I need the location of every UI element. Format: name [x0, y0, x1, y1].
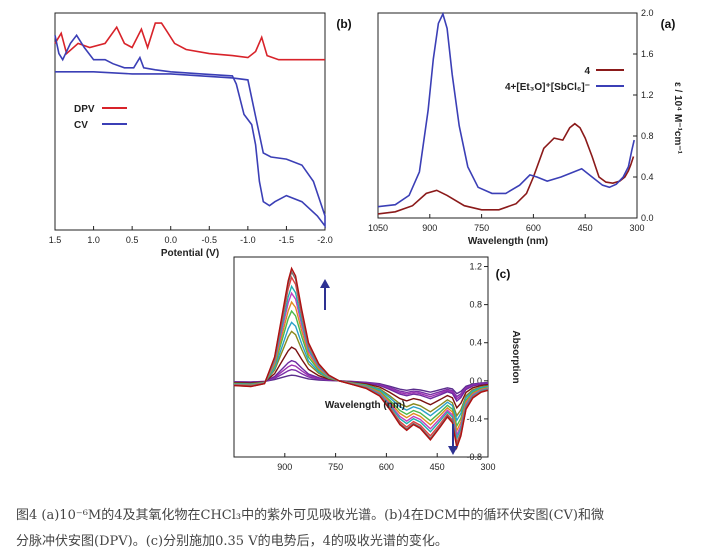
y-tick-label: 2.0: [641, 8, 654, 18]
x-tick-label: 600: [526, 223, 541, 233]
panel-a-lines: [377, 11, 635, 215]
series-line-c-2: [233, 364, 489, 400]
series-line-c-5: [233, 330, 489, 418]
legend-cv-label: CV: [74, 120, 88, 131]
panel-b-lines: [54, 22, 326, 229]
y-tick-label: 1.2: [641, 90, 654, 100]
y-tick-label: 0.4: [469, 338, 482, 348]
x-tick-label: 300: [629, 223, 644, 233]
series-line-c-6: [233, 321, 489, 423]
panel-a-ylabel: ε / 10⁴ M⁻¹cm⁻¹: [672, 82, 683, 155]
panel-a-label: (a): [661, 17, 676, 31]
x-tick-label: 450: [430, 462, 445, 472]
caption-line-2: 分脉冲伏安图(DPV)。(c)分别施加0.35 V的电势后，4的吸收光谱的变化。: [16, 534, 448, 549]
x-tick-label: 900: [422, 223, 437, 233]
panel-c-ticks: 900 750 600 450 300-0.8 -0.4 0.0 0.4 0.8 1.2: [277, 262, 495, 472]
x-tick-label: 600: [379, 462, 394, 472]
series-line-c-0: [233, 374, 489, 395]
x-tick-label: 0.5: [126, 235, 139, 245]
panel-c-xlabel: Wavelength (nm): [325, 400, 405, 411]
x-tick-label: -1.5: [279, 235, 295, 245]
series-line-c-3: [233, 359, 489, 403]
x-tick-label: 900: [277, 462, 292, 472]
series-line-c-13: [233, 266, 489, 451]
panel-c-label: (c): [496, 267, 511, 281]
figure-caption: 图4 (a)10⁻⁶M的4及其氧化物在CHCl₃中的紫外可见吸收光谱。(b)4在…: [16, 503, 706, 555]
x-tick-label: -0.5: [202, 235, 218, 245]
caption-line-1: 图4 (a)10⁻⁶M的4及其氧化物在CHCl₃中的紫外可见吸收光谱。(b)4在…: [16, 508, 604, 523]
y-tick-label: -0.8: [466, 452, 482, 462]
y-tick-label: 0.4: [641, 172, 654, 182]
panel-b-ticks: 1.5 1.0 0.5 0.0 -0.5 -1.0 -1.5 -2.0: [49, 226, 333, 245]
panel-c-lines: [233, 266, 489, 451]
x-tick-label: -1.0: [240, 235, 256, 245]
x-tick-label: 0.0: [164, 235, 177, 245]
y-tick-label: 0.0: [469, 376, 482, 386]
x-tick-label: 1.0: [87, 235, 100, 245]
panel-a-legend: 4 4+[Et₃O]⁺[SbCl₆]⁻: [505, 66, 624, 93]
y-tick-label: 1.6: [641, 49, 654, 59]
legend-dpv-label: DPV: [74, 104, 95, 115]
panel-c-frame: [233, 256, 489, 458]
series-line-a-0: [377, 122, 635, 215]
x-tick-label: 1050: [368, 223, 388, 233]
series-line-a-1: [377, 11, 635, 208]
y-tick-label: 0.8: [469, 300, 482, 310]
series-line-b-1: [54, 33, 326, 229]
panel-b-frame: [54, 12, 326, 231]
panel-c-spectroelectrochem: 900 750 600 450 300-0.8-0.40.00.40.81.2 (c) …: [233, 256, 521, 472]
x-tick-label: 750: [328, 462, 343, 472]
legend-oxidized-label: 4+[Et₃O]⁺[SbCl₆]⁻: [505, 82, 590, 93]
series-line-b-0: [54, 22, 325, 61]
series-line-c-1: [233, 368, 489, 398]
down-arrow-icon: [448, 424, 458, 455]
y-tick-label: 0.8: [641, 131, 654, 141]
panel-c-ylabel: Absorption: [510, 330, 521, 383]
up-arrow-icon: [320, 279, 330, 310]
panel-b-label: (b): [336, 17, 351, 31]
legend-4-label: 4: [584, 66, 590, 77]
x-tick-label: 750: [474, 223, 489, 233]
x-tick-label: -2.0: [317, 235, 333, 245]
x-tick-label: 1.5: [49, 235, 62, 245]
series-line-c-10: [233, 284, 489, 441]
panel-b-legend: DPV CV: [74, 104, 127, 131]
series-line-c-7: [233, 309, 489, 428]
x-tick-label: 300: [480, 462, 495, 472]
series-line-c-4: [233, 346, 489, 410]
y-tick-label: 0.0: [641, 213, 654, 223]
y-tick-label: -0.4: [466, 414, 482, 424]
panel-b-xlabel: Potential (V): [161, 248, 219, 259]
y-tick-label: 1.2: [469, 262, 482, 272]
panel-a-xlabel: Wavelength (nm): [468, 236, 548, 247]
panel-b-cv-dpv: 1.5 1.0 0.5 0.0 -0.5 -1.0 -1.5 -2.0 (b) Potenti…: [49, 12, 352, 259]
x-tick-label: 450: [578, 223, 593, 233]
series-line-c-8: [233, 300, 489, 433]
panel-a-frame: [377, 12, 638, 219]
